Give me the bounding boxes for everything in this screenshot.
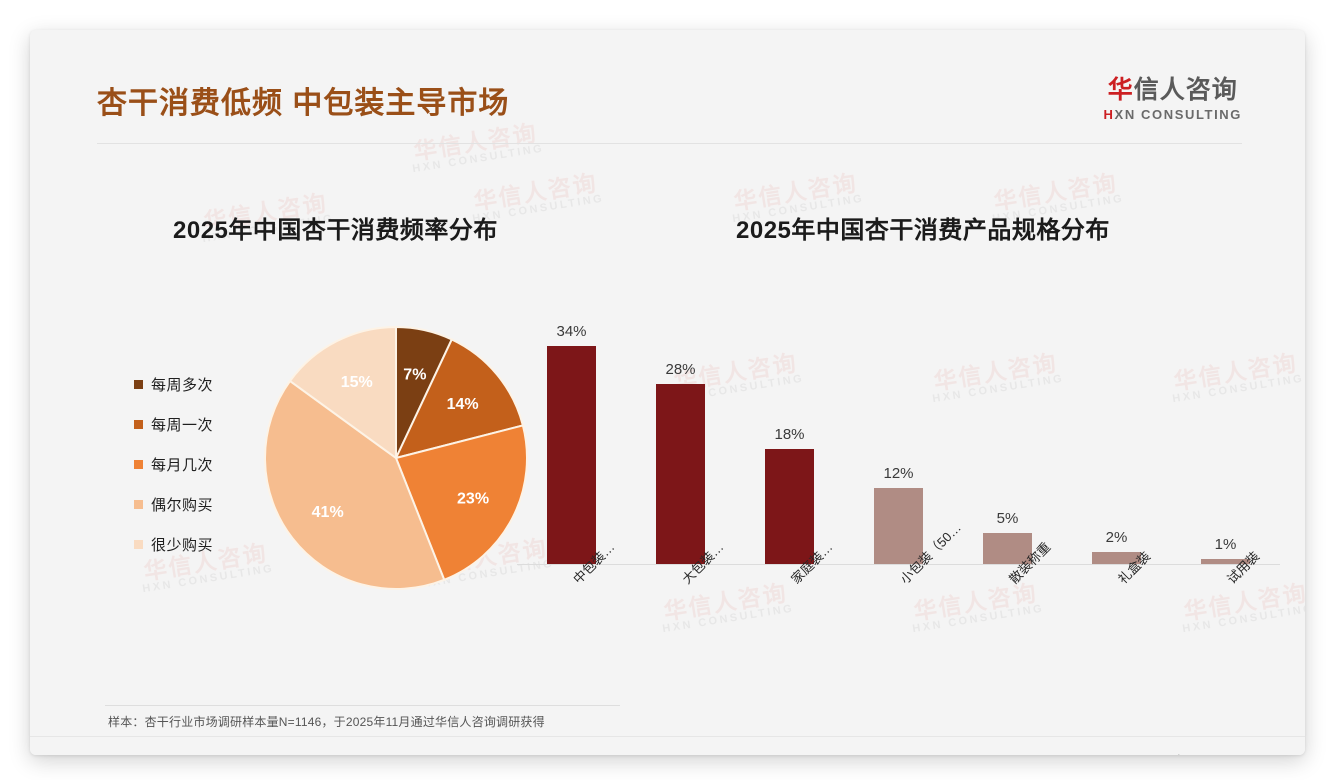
pie-legend: 每周多次每周一次每月几次偶尔购买很少购买 <box>134 364 213 564</box>
pie-slice-label: 23% <box>457 490 489 507</box>
logo-en-first-char: H <box>1103 107 1115 122</box>
legend-label: 每月几次 <box>151 456 214 474</box>
bar[interactable] <box>765 448 814 565</box>
bar-chart-title: 2025年中国杏干消费产品规格分布 <box>736 217 1110 244</box>
bar[interactable] <box>1201 558 1250 565</box>
logo-cn-rest: 信人咨询 <box>1133 76 1238 104</box>
pie-legend-item[interactable]: 很少购买 <box>134 524 213 564</box>
pie-slice-label: 14% <box>447 396 479 413</box>
slide-card: 华信人咨询 HXN CONSULTING 华信人咨询 HXN CONSULTING 华信… <box>30 30 1305 755</box>
slide-footer: ©2026.1 HXR华信人咨询 www.hxrcon.com <box>30 737 1305 755</box>
x-label-slot: 家庭装… <box>735 539 844 680</box>
bar-value-label: 18% <box>774 425 805 443</box>
legend-label: 很少购买 <box>151 536 214 554</box>
watermark-cn: 华信人咨询 <box>471 169 600 215</box>
pie-legend-item[interactable]: 每月几次 <box>134 444 213 484</box>
x-label-slot: 大包装… <box>626 539 735 680</box>
x-label-slot: 礼盒装 <box>1062 549 1171 680</box>
bar-slot: 12% <box>844 295 953 565</box>
slide-header: 杏干消费低频 中包装主导市场 华信人咨询 HXN CONSULTING <box>30 30 1305 144</box>
bar[interactable] <box>874 487 923 565</box>
bar-value-label: 2% <box>1105 529 1128 547</box>
page-title: 杏干消费低频 中包装主导市场 <box>97 87 510 120</box>
logo-cn-first-char: 华 <box>1107 76 1134 104</box>
pie-slice[interactable] <box>288 325 397 460</box>
bar[interactable] <box>983 532 1032 565</box>
pie-legend-item[interactable]: 偶尔购买 <box>134 484 213 524</box>
bar-slot: 2% <box>1062 295 1171 565</box>
pie-slice[interactable] <box>264 379 446 590</box>
bar-slot: 34% <box>517 295 626 565</box>
watermark-en: HXN CONSULTING <box>411 142 546 176</box>
bar-value-label: 12% <box>883 464 914 482</box>
legend-color-swatch <box>134 459 143 469</box>
legend-color-swatch <box>134 379 143 389</box>
logo-en-rest: XN CONSULTING <box>1114 107 1242 122</box>
legend-label: 每周一次 <box>151 416 214 434</box>
legend-color-swatch <box>134 539 143 549</box>
watermark-cn: 华信人咨询 <box>731 169 860 215</box>
logo-chinese-text: 华信人咨询 <box>1104 78 1242 103</box>
bar-series: 34% 28% 18% 12% 5% 2% 1% <box>517 295 1280 565</box>
bar[interactable] <box>656 384 705 565</box>
bar-value-label: 5% <box>996 509 1019 527</box>
watermark: 华信人咨询 HXN CONSULTING <box>408 119 546 176</box>
bar-value-label: 28% <box>665 361 696 379</box>
pie-slice-label: 41% <box>312 504 344 521</box>
bar-axis-line <box>517 564 1280 565</box>
website-url: www.hxrcon.com <box>1148 753 1242 755</box>
bar-x-axis-labels: 中包装… 大包装… 家庭装… 小包装（50… 散装称重 礼盒装 试用装 <box>517 520 1280 680</box>
x-label-slot: 中包装… <box>517 539 626 680</box>
bar-chart: 34% 28% 18% 12% 5% 2% 1% 中包装… 大包装… 家庭装… 小包装（50… 散装… <box>500 280 1290 680</box>
x-label-slot: 散装称重 <box>953 539 1062 680</box>
footnote-divider <box>105 705 620 706</box>
pie-chart-title: 2025年中国杏干消费频率分布 <box>173 217 498 244</box>
legend-color-swatch <box>134 499 143 509</box>
logo-english-text: HXN CONSULTING <box>1104 108 1242 121</box>
x-label-slot: 试用装 <box>1171 549 1280 680</box>
bar-slot: 5% <box>953 295 1062 565</box>
bar[interactable] <box>547 345 596 565</box>
copyright-text: ©2026.1 HXR华信人咨询 <box>95 753 235 755</box>
pie-chart: 每周多次每周一次每月几次偶尔购买很少购买 7% 14% 23% 41% 15% <box>90 280 690 680</box>
bar-value-label: 1% <box>1214 535 1237 553</box>
header-divider <box>97 143 1242 144</box>
pie-legend-item[interactable]: 每周多次 <box>134 364 213 404</box>
legend-label: 每周多次 <box>151 376 214 394</box>
pie-legend-item[interactable]: 每周一次 <box>134 404 213 444</box>
bar[interactable] <box>1092 552 1141 565</box>
x-label-slot: 小包装（50… <box>844 520 964 680</box>
pie-slice-label: 15% <box>341 374 373 391</box>
footnote-text: 样本：杏干行业市场调研样本量N=1146，于2025年11月通过华信人咨询调研获… <box>108 715 545 729</box>
company-logo: 华信人咨询 HXN CONSULTING <box>1104 78 1242 122</box>
pie-svg: 7% 14% 23% 41% 15% <box>264 325 528 590</box>
pie-slice[interactable] <box>394 338 525 460</box>
footer-divider <box>30 736 1305 737</box>
pie-slice[interactable] <box>394 424 528 582</box>
bar-slot: 18% <box>735 295 844 565</box>
bar-slot: 1% <box>1171 295 1280 565</box>
bar-slot: 28% <box>626 295 735 565</box>
bar-value-label: 34% <box>556 322 587 340</box>
watermark-cn: 华信人咨询 <box>991 169 1120 215</box>
pie-slice-label: 7% <box>403 367 426 384</box>
legend-label: 偶尔购买 <box>151 496 214 514</box>
legend-color-swatch <box>134 419 143 429</box>
